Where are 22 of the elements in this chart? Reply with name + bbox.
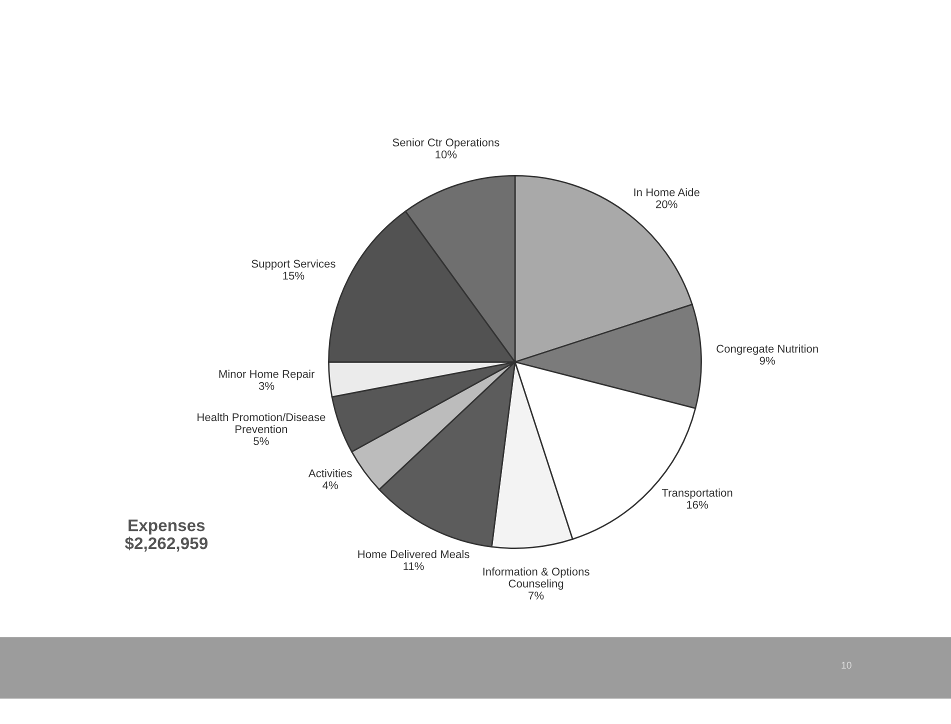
slice-label: In Home Aide — [634, 188, 700, 196]
slice-label: Transportation — [662, 488, 732, 499]
data-label: 20% — [656, 200, 678, 208]
text: Expenses $2,262,959 — [124, 520, 208, 552]
slice-label: Activities — [308, 469, 352, 478]
slice-label: Minor Home Repair — [219, 370, 315, 380]
data-label: 11% — [404, 562, 424, 570]
data-label: 10% — [436, 150, 457, 158]
slice-label: Senior Ctr Operations — [392, 138, 500, 149]
text: 10 — [842, 662, 852, 669]
slice-label: Home Delivered Meals — [358, 550, 470, 558]
data-label: 15% — [283, 272, 304, 280]
data-label: 3% — [258, 382, 274, 390]
slice-label: Health Promotion/Disease Prevention — [198, 413, 326, 434]
slice-label: Congregate Nutrition — [716, 344, 818, 355]
data-label: 5% — [254, 437, 269, 446]
data-label: 7% — [528, 592, 544, 600]
data-label: 16% — [686, 500, 708, 509]
data-label: 4% — [322, 481, 338, 490]
slice-label: Support Services — [252, 260, 336, 270]
data-label: 9% — [760, 356, 775, 365]
slice-label: Information & Options Counseling — [483, 567, 590, 590]
